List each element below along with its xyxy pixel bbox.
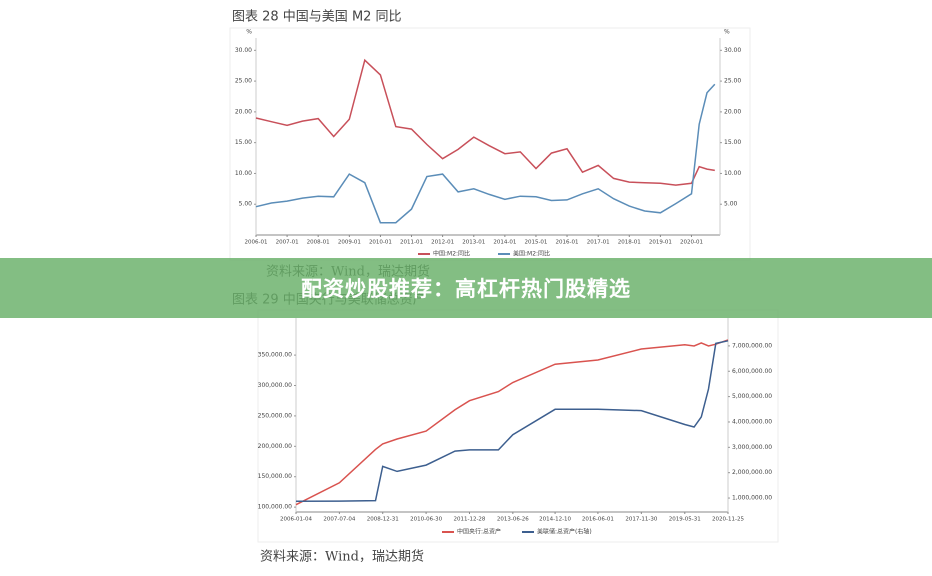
legend-label: 美联储:总资产(右轴) (537, 528, 592, 536)
y-tick-label: 20.00 (235, 108, 252, 115)
x-tick-label: 2010-01 (369, 240, 392, 246)
chart-title: 图表 28 中国与美国 M2 同比 (232, 10, 402, 25)
x-tick-label: 2009-01 (338, 240, 361, 246)
x-tick-label: 2019-01 (649, 240, 672, 246)
x-tick-label: 2017-11-30 (625, 517, 657, 523)
series-line (255, 83, 716, 224)
y-tick-label: 30.00 (235, 47, 252, 54)
y-tick-label: 20.00 (724, 108, 741, 115)
x-tick-label: 2020-01 (680, 240, 703, 246)
x-tick-label: 2017-01 (587, 240, 610, 246)
y-tick-label: 300,000.00 (258, 382, 293, 389)
x-tick-label: 2010-06-30 (410, 517, 442, 523)
x-tick-label: 2015-01 (524, 240, 547, 246)
y-unit: % (246, 29, 252, 36)
legend-label: 中国:M2:同比 (433, 250, 470, 258)
series-line (255, 58, 715, 186)
x-tick-label: 2013-06-26 (497, 517, 529, 523)
legend-label: 中国央行:总资产 (457, 528, 501, 536)
y2-unit: % (724, 29, 730, 36)
x-tick-label: 2007-07-04 (323, 517, 355, 523)
x-tick-label: 2016-06-01 (582, 517, 614, 523)
x-tick-label: 2019-05-31 (669, 517, 701, 523)
y-tick-label: 25.00 (235, 78, 252, 85)
y-tick-label: 6,000,000.00 (732, 368, 772, 375)
y-tick-label: 350,000.00 (258, 352, 293, 359)
y-tick-label: 15.00 (724, 139, 741, 146)
x-tick-label: 2008-12-31 (367, 517, 399, 523)
x-tick-label: 2006-01 (245, 240, 268, 246)
y-tick-label: 5,000,000.00 (732, 393, 772, 400)
chart-frame (229, 27, 751, 261)
source-note: 资料来源：Wind，瑞达期货 (260, 549, 424, 565)
y-tick-label: 150,000.00 (258, 473, 293, 480)
y-tick-label: 3,000,000.00 (732, 444, 772, 451)
y-tick-label: 15.00 (235, 139, 252, 146)
y-tick-label: 10.00 (724, 170, 741, 177)
ad-banner[interactable]: 配资炒股推荐：高杠杆热门股精选 (0, 258, 932, 318)
y-tick-label: 10.00 (235, 170, 252, 177)
x-tick-label: 2013-01 (462, 240, 485, 246)
y-tick-label: 30.00 (724, 47, 741, 54)
x-tick-label: 2011-01 (400, 240, 423, 246)
y-tick-label: 5.00 (724, 201, 738, 208)
x-tick-label: 2006-01-04 (280, 517, 312, 523)
y-tick-label: 7,000,000.00 (732, 342, 772, 349)
x-tick-label: 2020-11-25 (712, 517, 744, 523)
y-tick-label: 250,000.00 (258, 412, 293, 419)
y-tick-label: 25.00 (724, 78, 741, 85)
legend-label: 美国:M2:同比 (513, 250, 550, 258)
x-tick-label: 2011-12-28 (453, 517, 485, 523)
x-tick-label: 2014-12-10 (539, 517, 571, 523)
series-line (295, 339, 729, 506)
y-tick-label: 1,000,000.00 (732, 495, 772, 502)
y-tick-label: 200,000.00 (258, 443, 293, 450)
x-tick-label: 2018-01 (618, 240, 641, 246)
x-tick-label: 2012-01 (431, 240, 454, 246)
y-tick-label: 100,000.00 (258, 504, 293, 511)
y-tick-label: 5.00 (239, 201, 253, 208)
x-tick-label: 2007-01 (276, 240, 299, 246)
series-line (295, 340, 729, 503)
y-tick-label: 4,000,000.00 (732, 418, 772, 425)
chart-frame (257, 309, 779, 543)
x-tick-label: 2008-01 (307, 240, 330, 246)
x-tick-label: 2016-01 (556, 240, 579, 246)
x-tick-label: 2014-01 (493, 240, 516, 246)
y-tick-label: 2,000,000.00 (732, 469, 772, 476)
